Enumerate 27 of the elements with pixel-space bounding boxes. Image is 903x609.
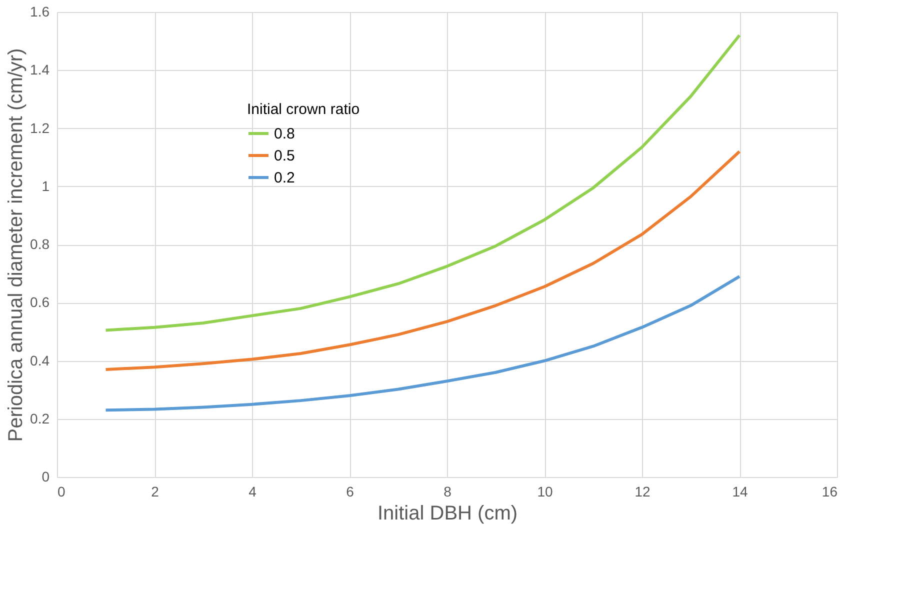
y-tick-label: 0.6 bbox=[30, 294, 50, 310]
x-axis-title: Initial DBH (cm) bbox=[377, 502, 518, 524]
line-series bbox=[104, 150, 741, 371]
y-tick-label: 0 bbox=[42, 468, 50, 484]
x-tick-label: 2 bbox=[151, 484, 160, 500]
y-tick-label: 1.2 bbox=[30, 120, 50, 136]
y-axis-title: Periodica annual diameter increment (cm/yr) bbox=[5, 48, 28, 442]
x-tick-label: 4 bbox=[248, 484, 257, 500]
legend-label: 0.8 bbox=[274, 126, 295, 142]
y-tick-label: 1 bbox=[42, 178, 50, 194]
legend-title: Initial crown ratio bbox=[247, 101, 360, 118]
x-tick-label: 14 bbox=[732, 484, 748, 500]
legend-label: 0.5 bbox=[274, 148, 295, 164]
y-tick-label: 1.4 bbox=[30, 62, 50, 78]
y-tick-label: 0.2 bbox=[30, 410, 50, 426]
x-tick-label: 6 bbox=[346, 484, 354, 500]
legend-label: 0.2 bbox=[274, 170, 295, 186]
y-tick-label: 1.6 bbox=[30, 4, 50, 20]
line-series bbox=[104, 34, 741, 332]
y-tick-label: 0.4 bbox=[30, 352, 50, 368]
y-tick-label: 0.8 bbox=[30, 236, 50, 252]
x-tick-label: 10 bbox=[537, 484, 553, 500]
x-tick-label: 0 bbox=[58, 484, 66, 500]
line-series bbox=[104, 274, 741, 412]
x-tick-label: 16 bbox=[822, 484, 838, 500]
x-tick-label: 12 bbox=[634, 484, 650, 500]
x-tick-label: 8 bbox=[444, 484, 452, 500]
